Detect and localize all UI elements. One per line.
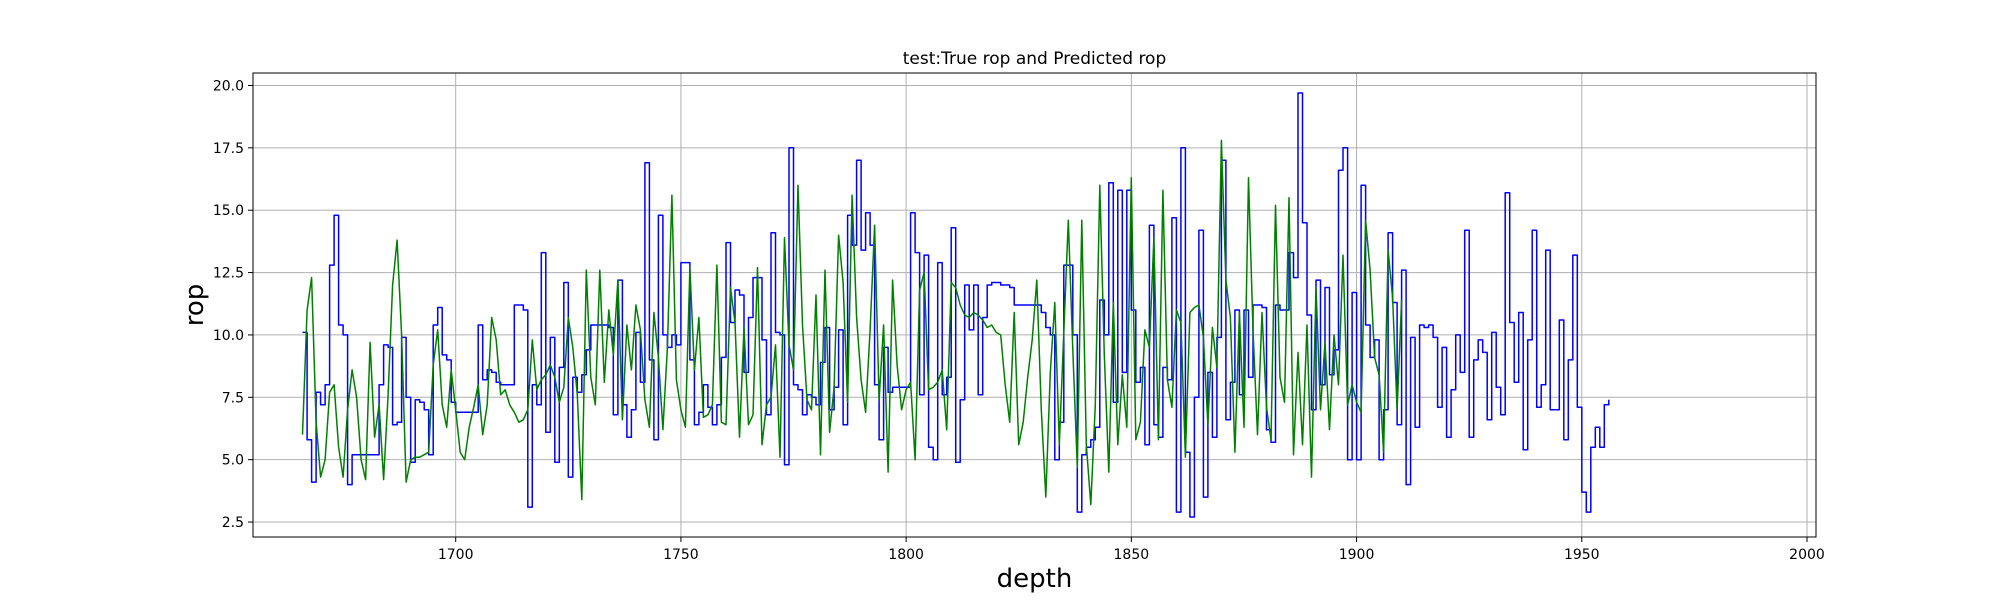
ticks: 1700 1750 1800 1850 1900 1950 2000 2.5 5.0 7.5 10.… — [213, 78, 1825, 563]
series-line-true-rop — [302, 92, 1610, 518]
y-tick-label: 12.5 — [213, 266, 244, 282]
grid — [253, 73, 1816, 537]
x-axis-label: depth — [997, 564, 1073, 594]
y-tick-label: 15.0 — [213, 203, 244, 219]
y-tick-label: 20.0 — [213, 78, 244, 94]
chart-title: test:True rop and Predicted rop — [903, 49, 1167, 69]
plot-frame — [252, 72, 1817, 538]
x-tick-label: 1750 — [663, 547, 699, 563]
y-tick-label: 2.5 — [222, 515, 244, 531]
y-axis-label: rop — [180, 284, 210, 327]
y-tick-label: 5.0 — [222, 453, 244, 469]
x-tick-label: 2000 — [1789, 547, 1825, 563]
x-tick-label: 1800 — [888, 547, 924, 563]
x-tick-label: 1700 — [438, 547, 474, 563]
y-tick-label: 7.5 — [222, 390, 244, 406]
x-tick-label: 1950 — [1564, 547, 1600, 563]
x-tick-label: 1850 — [1114, 547, 1150, 563]
y-tick-label: 17.5 — [213, 141, 244, 157]
series-line-predicted-rop — [301, 139, 1403, 506]
y-tick-label: 10.0 — [213, 328, 244, 344]
series-layer — [301, 92, 1610, 518]
x-tick-label: 1900 — [1339, 547, 1375, 563]
